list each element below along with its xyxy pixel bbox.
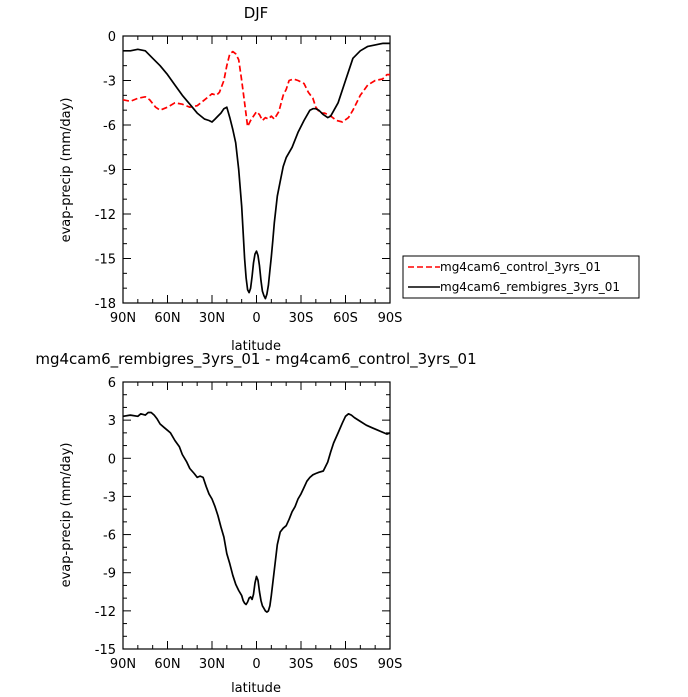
x-tick-label: 30S <box>289 657 314 672</box>
y-tick-label: -9 <box>103 164 116 179</box>
top-chart-panel: DJF 90N 60N 30N 0 30S 60S 90S0-3-6-9-12-15-18 … <box>59 4 402 354</box>
y-tick-label: -6 <box>103 529 116 544</box>
legend-box <box>402 255 640 299</box>
plot-frame <box>122 381 391 650</box>
x-tick-label: 60S <box>333 657 358 672</box>
y-tick-label: 3 <box>108 414 116 429</box>
x-tick-label: 30N <box>199 311 225 326</box>
y-tick-label: 0 <box>108 30 116 45</box>
series-line-1 <box>123 42 390 300</box>
x-tick-label: 0 <box>252 657 260 672</box>
x-tick-label: 30N <box>199 657 225 672</box>
y-tick-label: -18 <box>95 297 116 312</box>
series-line-0 <box>122 411 391 613</box>
x-tick-label: 90S <box>378 311 403 326</box>
y-tick-label: -15 <box>95 643 116 658</box>
y-tick-label: -9 <box>103 567 116 582</box>
y-tick-label: -6 <box>103 119 116 134</box>
top-chart-title: DJF <box>244 4 269 22</box>
x-tick-label: 60N <box>154 657 180 672</box>
top-plot-area: 90N 60N 30N 0 30S 60S 90S 0 -3 -6 -9 -12 -15 -18 <box>95 30 403 326</box>
legend: mg4cam6_control_3yrs_01 mg4cam6_rembigre… <box>402 255 640 299</box>
series-line-0 <box>122 50 390 128</box>
top-y-axis-title: evap-precip (mm/day) <box>59 98 74 243</box>
y-tick-label: -3 <box>103 75 116 90</box>
x-tick-label: 0 <box>252 311 260 326</box>
y-tick-label: -3 <box>103 490 116 505</box>
x-tick-label: 30S <box>289 311 314 326</box>
legend-label-rembigres: mg4cam6_rembigres_3yrs_01 <box>440 280 620 294</box>
bottom-y-axis-title: evap-precip (mm/day) <box>59 443 74 588</box>
x-tick-label: 60N <box>154 311 180 326</box>
bottom-x-axis-title: latitude <box>231 681 281 696</box>
bottom-plot-area: 90N 60N 30N 0 30S 60S 90S 6 3 0 -3 -6 -9 -12 -15 <box>95 376 403 672</box>
x-tick-label: 60S <box>333 311 358 326</box>
x-tick-label: 90N <box>110 311 136 326</box>
bottom-chart-title: mg4cam6_rembigres_3yrs_01 - mg4cam6_cont… <box>35 350 476 369</box>
y-tick-label: -12 <box>95 208 116 223</box>
legend-label-control: mg4cam6_control_3yrs_01 <box>440 260 601 274</box>
y-tick-label: -15 <box>95 253 116 268</box>
y-tick-label: -12 <box>95 605 116 620</box>
x-tick-label: 90S <box>378 657 403 672</box>
plot-frame <box>122 35 391 304</box>
bottom-chart-panel: mg4cam6_rembigres_3yrs_01 - mg4cam6_cont… <box>35 350 476 696</box>
y-tick-label: 0 <box>108 452 116 467</box>
y-tick-label: 6 <box>108 376 116 391</box>
top-x-axis-title: latitude <box>231 339 281 354</box>
x-tick-label: 90N <box>110 657 136 672</box>
